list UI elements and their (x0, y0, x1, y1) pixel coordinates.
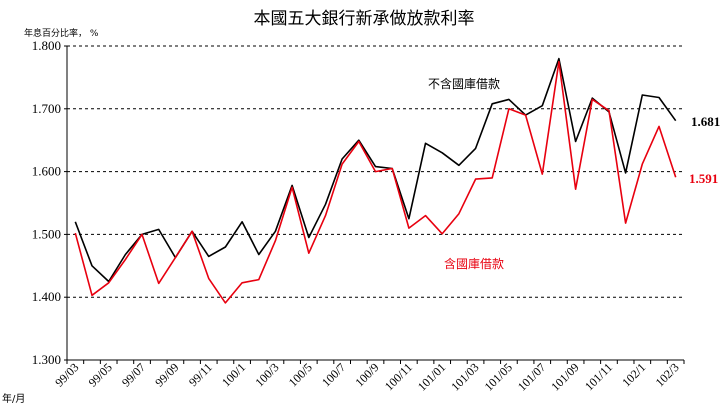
x-tick-labels: 99/03 99/05 99/07 99/09 99/11 100/1 100/3 100/5… (52, 360, 682, 393)
y-tick-label: 1.500 (32, 226, 61, 241)
y-tick-label: 1.300 (32, 352, 61, 367)
x-tick-label: 100/1 (219, 360, 248, 389)
y-tick-label: 1.800 (32, 38, 61, 53)
y-tick-label: 1.600 (32, 164, 61, 179)
series-line-1 (74, 60, 677, 304)
x-tick-label: 101/09 (548, 360, 581, 393)
x-tick-label: 101/05 (482, 360, 515, 393)
x-tick-label: 99/07 (119, 360, 148, 389)
x-tick-label: 99/05 (86, 360, 115, 389)
x-tick-label: 101/03 (448, 360, 481, 393)
x-tick-label: 101/01 (415, 360, 448, 393)
x-tick-label: 99/09 (152, 360, 181, 389)
x-tick-label: 100/9 (352, 360, 381, 389)
y-tick-label: 1.400 (32, 289, 61, 304)
x-tick-label: 102/1 (619, 360, 648, 389)
x-tick-label: 100/7 (319, 360, 348, 389)
x-tick-label: 102/3 (653, 360, 682, 389)
y-tick-label: 1.700 (32, 101, 61, 116)
series-lines (74, 57, 677, 304)
x-tick-label: 101/07 (515, 360, 548, 393)
x-tick-label: 100/5 (286, 360, 315, 389)
x-tick-label: 99/11 (186, 360, 215, 389)
end-label-incl-treasury: 1.591 (689, 171, 718, 186)
x-axis-label: 年/月 (2, 392, 25, 405)
end-label-excl-treasury: 1.681 (691, 114, 720, 129)
series-name-incl-treasury: 含國庫借款 (444, 256, 504, 271)
axes (64, 45, 685, 364)
y-tick-labels: 1.300 1.400 1.500 1.600 1.700 1.800 (32, 38, 61, 367)
x-tick-label: 100/3 (252, 360, 281, 389)
y-axis-label: 年息百分比率， % (24, 27, 99, 39)
x-tick-label: 100/11 (382, 360, 415, 393)
series-name-excl-treasury: 不含國庫借款 (428, 76, 500, 91)
chart-title: 本國五大銀行新承做放款利率 (254, 9, 475, 29)
x-tick-label: 101/11 (582, 360, 615, 393)
